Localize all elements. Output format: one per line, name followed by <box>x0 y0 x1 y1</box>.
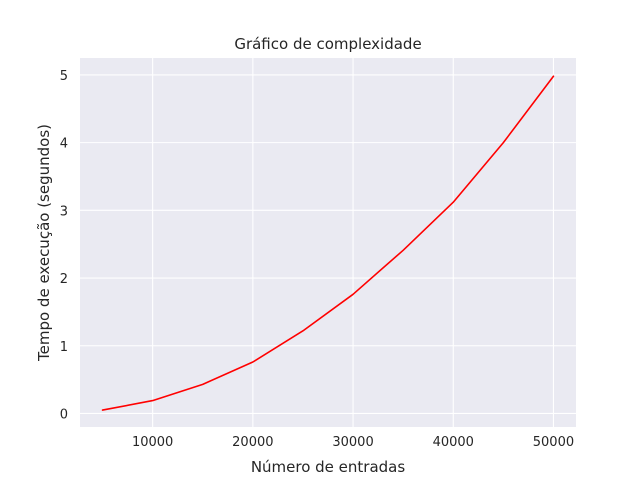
x-tick-label: 10000 <box>132 435 173 450</box>
y-tick-label: 0 <box>60 407 68 422</box>
x-tick-label: 30000 <box>332 435 373 450</box>
series-layer <box>101 75 555 411</box>
x-tick-label: 50000 <box>533 435 574 450</box>
x-tick-label: 40000 <box>433 435 474 450</box>
y-tick-label: 2 <box>60 272 68 287</box>
x-axis-label: Número de entradas <box>251 458 406 476</box>
series-line <box>101 75 555 411</box>
y-tick-label: 1 <box>60 340 68 355</box>
tick-labels: 10000 20000 30000 40000 50000 0 1 2 3 4 5 <box>60 69 574 450</box>
grid <box>80 58 576 427</box>
y-tick-label: 5 <box>60 69 68 84</box>
y-axis-label: Tempo de execução (segundos) <box>35 124 53 362</box>
y-tick-label: 4 <box>60 137 68 152</box>
x-tick-label: 20000 <box>232 435 273 450</box>
y-tick-label: 3 <box>60 204 68 219</box>
plot-area <box>80 58 576 427</box>
chart-title: Gráfico de complexidade <box>234 35 421 53</box>
